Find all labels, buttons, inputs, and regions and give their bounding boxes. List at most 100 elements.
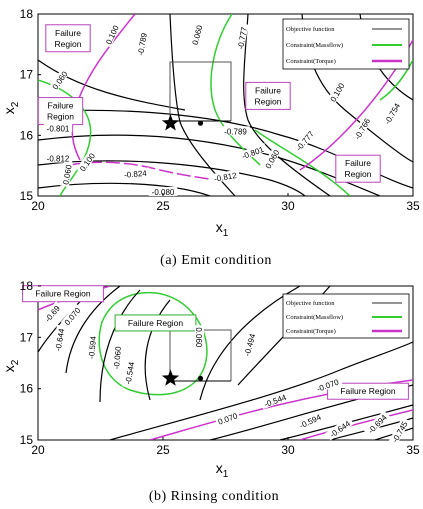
torque-constraint bbox=[69, 161, 216, 181]
y-ticks-a: 15 16 17 18 bbox=[20, 7, 41, 203]
y-ticks-b: 15 16 17 18 bbox=[20, 279, 41, 447]
caption-rinsing: (b) Rinsing condition bbox=[149, 489, 279, 504]
svg-text:Region: Region bbox=[47, 112, 74, 122]
caption-emit: (a) Emit condition bbox=[160, 253, 272, 268]
contour-label: 0.060 bbox=[194, 325, 204, 350]
objective-contour bbox=[169, 14, 236, 196]
svg-text:-0.801: -0.801 bbox=[47, 124, 70, 133]
contour-label: -0.594 bbox=[85, 332, 98, 363]
svg-text:-0.777: -0.777 bbox=[236, 26, 249, 50]
contour-label: -0.777 bbox=[234, 23, 249, 53]
svg-text:Failure Region: Failure Region bbox=[340, 386, 396, 396]
svg-text:Failure: Failure bbox=[345, 158, 371, 168]
svg-text:-0.644: -0.644 bbox=[54, 327, 67, 351]
objective-contour bbox=[243, 14, 331, 196]
contour-label: -0.812 bbox=[43, 153, 73, 164]
massflow-constraint bbox=[210, 14, 261, 166]
objective-contour bbox=[65, 286, 121, 374]
x-tick-label: 30 bbox=[281, 443, 295, 457]
contour-label: -0.789 bbox=[221, 126, 250, 136]
legend-label-objective: Objective function bbox=[286, 26, 335, 33]
x-axis-label-b: x1 bbox=[216, 460, 229, 480]
svg-text:-0.812: -0.812 bbox=[47, 155, 70, 164]
contour-label: -0.789 bbox=[134, 29, 149, 59]
y-tick-label: 15 bbox=[20, 189, 34, 203]
panel-rinsing: Failure Region Failure Region Failure Regi… bbox=[1, 279, 420, 480]
legend-label-massflow: Constraint(Massflow) bbox=[286, 314, 343, 321]
x-tick-label: 35 bbox=[406, 443, 420, 457]
svg-text:0.060: 0.060 bbox=[61, 164, 73, 186]
svg-text:Failure Region: Failure Region bbox=[128, 318, 184, 328]
y-tick-label: 18 bbox=[20, 7, 34, 21]
contour-label: -0.812 bbox=[210, 169, 241, 184]
x-tick-label: 20 bbox=[31, 199, 45, 213]
svg-text:Failure: Failure bbox=[255, 85, 281, 95]
x-axis-label-a: x1 bbox=[216, 219, 229, 239]
contour-label: -0.644 bbox=[52, 324, 67, 355]
legend-b: Objective function Constraint(Massflow) … bbox=[282, 293, 410, 339]
y-tick-label: 16 bbox=[20, 382, 34, 396]
x-tick-label: 20 bbox=[31, 443, 45, 457]
objective-contour bbox=[38, 59, 186, 111]
y-axis-label-b: x2 bbox=[1, 359, 21, 372]
massflow-constraint bbox=[98, 291, 208, 396]
x-tick-label: 25 bbox=[156, 443, 170, 457]
svg-text:Region: Region bbox=[55, 39, 82, 49]
y-tick-label: 15 bbox=[20, 433, 34, 447]
failure-region-label: Failure Region bbox=[327, 382, 409, 400]
svg-text:-0.824: -0.824 bbox=[124, 169, 148, 180]
y-tick-label: 16 bbox=[20, 128, 34, 142]
svg-text:-0.789: -0.789 bbox=[224, 127, 247, 136]
massflow-constraint bbox=[379, 59, 413, 101]
svg-text:-0.812: -0.812 bbox=[213, 171, 237, 184]
x-tick-label: 30 bbox=[281, 199, 295, 213]
x-ticks-a: 20 25 30 35 bbox=[31, 193, 420, 213]
svg-text:Failure Region: Failure Region bbox=[35, 289, 91, 299]
x-tick-label: 35 bbox=[406, 199, 420, 213]
legend-label-objective: Objective function bbox=[286, 300, 335, 307]
contour-label: 0.060 bbox=[60, 161, 74, 188]
torque-constraint bbox=[299, 409, 413, 440]
y-tick-label: 17 bbox=[20, 68, 34, 82]
contours-a bbox=[38, 14, 413, 196]
svg-text:-0.594: -0.594 bbox=[87, 335, 98, 359]
svg-text:-0.789: -0.789 bbox=[136, 32, 149, 56]
contour-label: -0.080 bbox=[148, 186, 178, 197]
failure-region-label: Failure Region bbox=[114, 314, 197, 332]
contour-label: -0.824 bbox=[120, 167, 150, 180]
legend-label-torque: Constraint(Torque) bbox=[286, 328, 336, 335]
trust-region-box bbox=[169, 61, 232, 121]
legend-label-massflow: Constraint(Massflow) bbox=[286, 42, 343, 49]
svg-text:-0.080: -0.080 bbox=[152, 188, 175, 197]
start-point-marker bbox=[197, 375, 204, 381]
svg-text:Region: Region bbox=[345, 169, 372, 179]
contour-label: -0.544 bbox=[122, 358, 137, 388]
legend-a: Objective function Constraint(Massflow) … bbox=[282, 18, 410, 70]
x-tick-label: 25 bbox=[156, 199, 170, 213]
optimum-star-marker bbox=[161, 114, 180, 131]
svg-text:Region: Region bbox=[255, 96, 282, 106]
contour-label: -0.801 bbox=[43, 123, 73, 133]
svg-text:0.060: 0.060 bbox=[194, 327, 203, 348]
start-point-marker bbox=[197, 120, 204, 126]
y-axis-label-a: x2 bbox=[1, 101, 21, 114]
svg-text:-0.544: -0.544 bbox=[124, 361, 137, 385]
objective-contour bbox=[109, 341, 413, 440]
objective-contour bbox=[99, 289, 141, 403]
svg-text:Failure: Failure bbox=[48, 101, 74, 111]
panel-emit: FailureRegionFailureRegionFailureRegionF… bbox=[1, 7, 420, 239]
massflow-constraint bbox=[254, 129, 351, 196]
optimum-star-marker bbox=[161, 369, 180, 386]
svg-text:-0.060: -0.060 bbox=[112, 346, 123, 370]
legend-label-torque: Constraint(Torque) bbox=[286, 58, 336, 65]
svg-text:Failure: Failure bbox=[55, 28, 81, 38]
y-tick-label: 18 bbox=[20, 279, 34, 293]
y-tick-label: 17 bbox=[20, 330, 34, 344]
objective-contour bbox=[144, 299, 171, 401]
failure-region-label: Failure Region bbox=[22, 285, 104, 303]
